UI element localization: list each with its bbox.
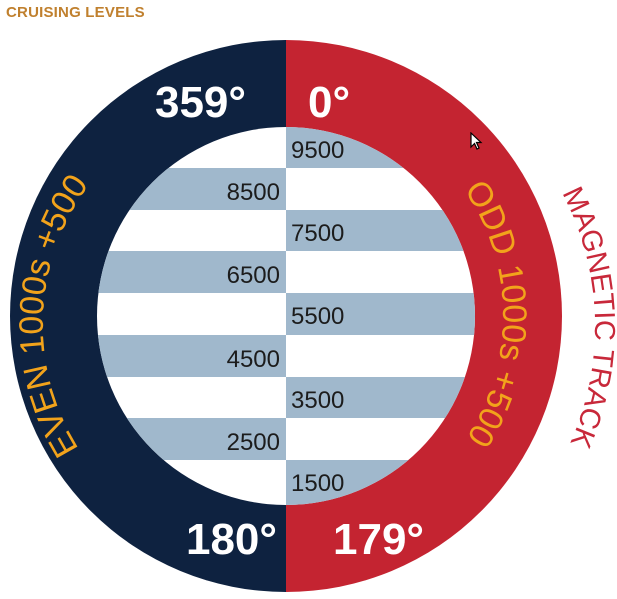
heading-359: 359° <box>155 78 246 127</box>
heading-179: 179° <box>333 515 424 564</box>
diagram-title: CRUISING LEVELS <box>6 4 145 21</box>
mouse-pointer-icon <box>470 132 483 150</box>
level-7500: 7500 <box>291 220 344 247</box>
level-3500: 3500 <box>291 387 344 414</box>
level-1500: 1500 <box>291 470 344 497</box>
level-9500: 9500 <box>291 137 344 164</box>
level-6500: 6500 <box>227 262 280 289</box>
stripe-4500 <box>97 335 286 377</box>
level-2500: 2500 <box>227 429 280 456</box>
magnetic-track-label: MAGNETIC TRACK <box>556 182 617 453</box>
stripe-3500 <box>286 377 475 418</box>
level-4500: 4500 <box>227 346 280 373</box>
heading-0: 0° <box>308 78 350 127</box>
heading-180: 180° <box>186 515 277 564</box>
stripe-5500 <box>286 293 475 335</box>
level-8500: 8500 <box>227 179 280 206</box>
stripe-6500 <box>97 251 286 293</box>
level-5500: 5500 <box>291 303 344 330</box>
stripe-7500 <box>286 210 475 251</box>
